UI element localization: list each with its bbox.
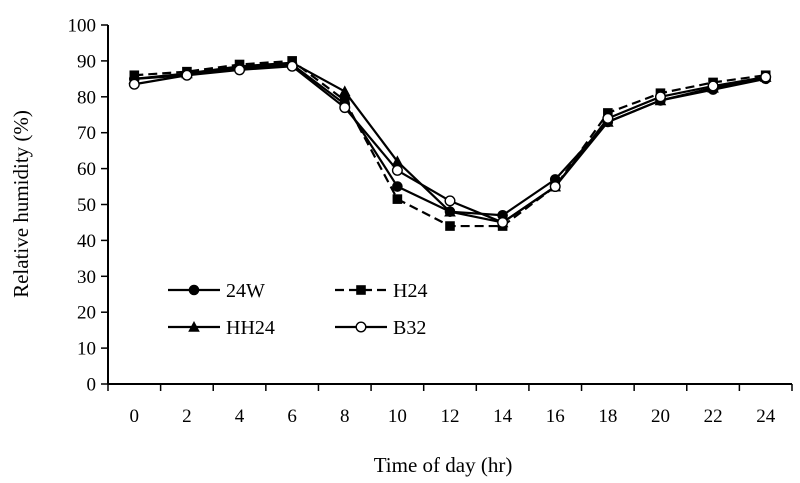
data-point — [234, 64, 246, 76]
y-tick-label: 30 — [77, 267, 96, 288]
legend: 24W H24 HH24 B32 — [168, 280, 427, 339]
y-tick-label: 70 — [77, 123, 96, 144]
data-point — [181, 69, 193, 81]
data-point — [760, 71, 772, 83]
data-point — [602, 112, 614, 124]
x-axis-title: Time of day (hr) — [374, 453, 513, 477]
data-point — [549, 181, 561, 193]
data-point — [339, 95, 350, 106]
data-point — [497, 216, 509, 228]
legend-marker — [188, 284, 200, 296]
x-tick-label: 0 — [130, 406, 140, 427]
data-point — [338, 85, 351, 97]
series-line — [134, 63, 766, 217]
x-tick-label: 20 — [651, 406, 670, 427]
y-tick-label: 80 — [77, 87, 96, 108]
x-tick-label: 24 — [756, 406, 776, 427]
legend-marker — [356, 285, 366, 295]
data-point — [654, 91, 666, 103]
legend-label: H24 — [393, 280, 427, 302]
legend-item: 24W — [168, 280, 265, 302]
data-point — [392, 194, 403, 204]
legend-label: B32 — [393, 317, 426, 339]
y-tick-label: 40 — [77, 231, 96, 252]
x-tick-label: 8 — [340, 406, 350, 427]
x-tick-label: 16 — [546, 406, 565, 427]
data-point — [286, 60, 298, 72]
data-point — [391, 155, 404, 167]
y-tick-label: 20 — [77, 303, 96, 324]
x-tick-label: 2 — [182, 406, 192, 427]
data-point — [391, 164, 403, 176]
data-point — [445, 221, 455, 231]
legend-item: H24 — [335, 280, 427, 302]
x-tick-label: 12 — [441, 406, 460, 427]
x-tick-label: 22 — [704, 406, 723, 427]
x-tick-label: 4 — [235, 406, 245, 427]
y-tick-label: 10 — [77, 339, 96, 360]
y-tick-label: 50 — [77, 195, 96, 216]
data-point — [444, 205, 456, 217]
data-point — [128, 78, 140, 90]
y-tick-label: 0 — [87, 375, 97, 396]
y-tick-label: 90 — [77, 51, 96, 72]
x-tick-label: 6 — [287, 406, 297, 427]
series-lines — [128, 56, 772, 231]
data-point — [339, 102, 351, 114]
legend-label: 24W — [226, 280, 265, 302]
y-tick-label: 100 — [68, 16, 97, 37]
legend-marker — [188, 321, 200, 332]
y-axis-title: Relative humidity (%) — [9, 110, 33, 298]
legend-item: HH24 — [168, 317, 275, 339]
data-point — [392, 181, 403, 192]
legend-label: HH24 — [226, 317, 275, 339]
data-point — [707, 80, 719, 92]
x-tick-label: 10 — [388, 406, 407, 427]
legend-item: B32 — [335, 317, 426, 339]
data-point — [444, 195, 456, 207]
series-b32 — [128, 60, 772, 228]
legend-marker — [355, 321, 367, 333]
x-tick-label: 14 — [493, 406, 513, 427]
y-tick-label: 60 — [77, 159, 96, 180]
x-tick-label: 18 — [598, 406, 617, 427]
